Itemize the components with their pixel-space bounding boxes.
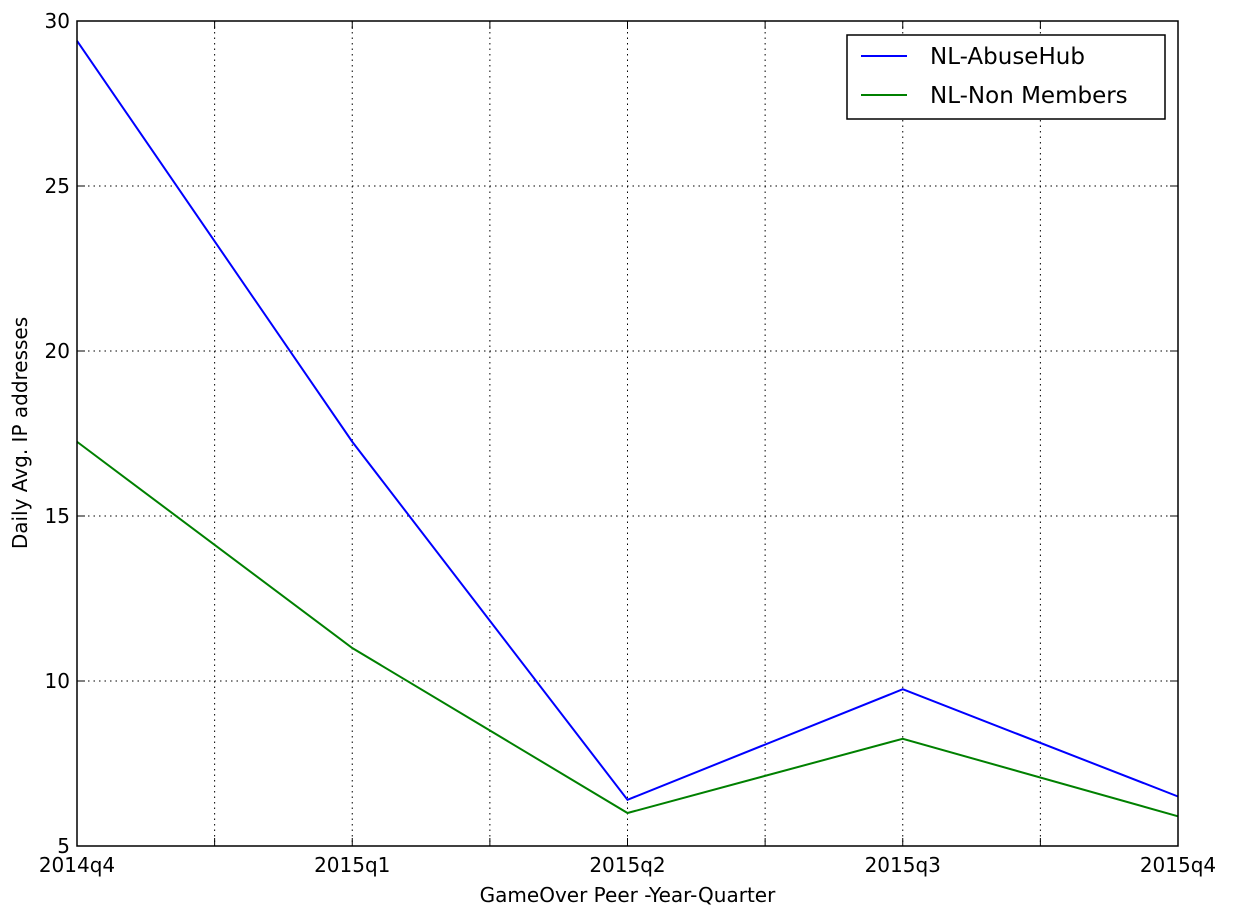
series-line-2 xyxy=(76,440,1179,818)
x-tick-label: 2015q4 xyxy=(1140,853,1216,877)
series-line-1 xyxy=(76,40,1179,802)
x-tick-label: 2014q4 xyxy=(39,853,115,877)
y-tick-label: 10 xyxy=(45,669,70,693)
grid xyxy=(77,21,1178,846)
y-tick-label: 15 xyxy=(45,504,70,528)
y-axis-label: Daily Avg. IP addresses xyxy=(8,317,32,549)
series-lines xyxy=(76,40,1179,818)
x-tick-label: 2015q3 xyxy=(865,853,941,877)
legend-label: NL-AbuseHub xyxy=(930,44,1085,70)
x-tick-label: 2015q2 xyxy=(589,853,665,877)
legend-label: NL-Non Members xyxy=(930,83,1128,109)
x-tick-label: 2015q1 xyxy=(314,853,390,877)
y-tick-label: 30 xyxy=(45,9,70,33)
x-axis-label: GameOver Peer -Year-Quarter xyxy=(480,883,776,907)
legend: NL-AbuseHub NL-Non Members xyxy=(846,34,1166,120)
y-tick-label: 20 xyxy=(45,339,70,363)
legend-box xyxy=(846,34,1166,120)
axis-ticks: 2014q4 2015q1 2015q2 2015q3 2015q4 5 10 15 20 25 3… xyxy=(39,9,1216,877)
y-tick-label: 25 xyxy=(45,174,70,198)
y-tick-label: 5 xyxy=(57,834,70,858)
